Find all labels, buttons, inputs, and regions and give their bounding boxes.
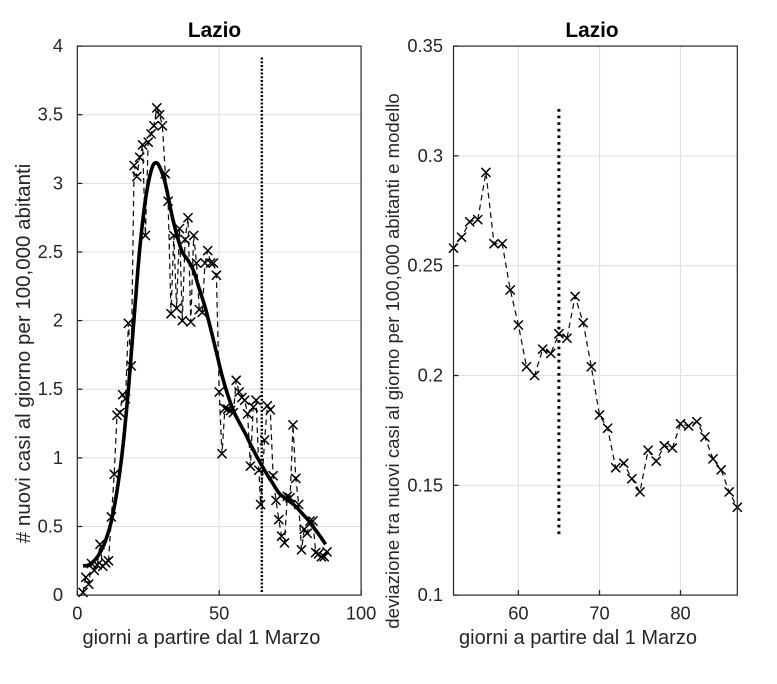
svg-text:0: 0: [53, 584, 63, 605]
svg-text:4: 4: [53, 35, 63, 56]
svg-text:Lazio: Lazio: [188, 19, 241, 42]
svg-text:1: 1: [53, 447, 63, 468]
svg-text:0.35: 0.35: [407, 35, 443, 56]
svg-text:giorni a partire dal 1 Marzo: giorni a partire dal 1 Marzo: [82, 627, 320, 649]
svg-text:Lazio: Lazio: [565, 19, 618, 42]
svg-text:0: 0: [72, 603, 82, 624]
svg-text:giorni a partire dal 1 Marzo: giorni a partire dal 1 Marzo: [459, 627, 697, 649]
svg-text:2.5: 2.5: [38, 241, 63, 262]
svg-text:3: 3: [53, 172, 63, 193]
svg-text:80: 80: [670, 603, 690, 624]
svg-text:100: 100: [346, 603, 377, 624]
svg-text:50: 50: [209, 603, 229, 624]
svg-text:0.1: 0.1: [418, 584, 443, 605]
svg-text:0.25: 0.25: [407, 255, 443, 276]
svg-text:1.5: 1.5: [38, 378, 63, 399]
svg-text:# nuovi casi al giorno per 100: # nuovi casi al giorno per 100,000 abita…: [12, 164, 35, 544]
svg-text:0.15: 0.15: [407, 474, 443, 495]
svg-text:2: 2: [53, 310, 63, 331]
svg-text:3.5: 3.5: [38, 104, 63, 125]
svg-text:70: 70: [589, 603, 609, 624]
svg-text:0.2: 0.2: [418, 365, 443, 386]
svg-text:0.3: 0.3: [418, 145, 443, 166]
svg-text:deviazione tra nuovi casi al g: deviazione tra nuovi casi al giorno per …: [382, 93, 403, 628]
svg-text:0.5: 0.5: [38, 516, 63, 537]
svg-text:60: 60: [508, 603, 528, 624]
